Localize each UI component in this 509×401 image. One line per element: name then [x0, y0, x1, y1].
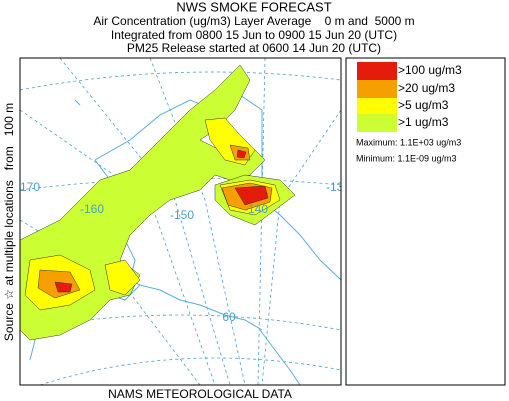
grid-label: -170 [16, 180, 40, 194]
map: -170 -160 -150 -140 -130 60 [16, 58, 350, 385]
grid-label: -160 [80, 202, 104, 216]
grid-label: 60 [222, 310, 236, 324]
subtitle: PM25 Release started at 0600 14 Jun 20 (… [127, 41, 381, 55]
legend-frame [345, 57, 506, 386]
subtitle: Integrated from 0800 15 Jun to 0900 15 J… [111, 28, 397, 42]
legend-swatch [357, 80, 397, 98]
title: NWS SMOKE FORECAST [176, 0, 331, 14]
grid-label: -130 [326, 180, 350, 194]
legend-label: >100 ug/m3 [398, 63, 462, 77]
legend-label: >1 ug/m3 [398, 115, 449, 129]
map-frame [19, 57, 342, 386]
legend-swatch [357, 98, 397, 114]
grid-label: -150 [170, 208, 194, 222]
footer: NAMS METEOROLOGICAL DATA [108, 387, 292, 401]
grid-label: -140 [244, 202, 268, 216]
legend-swatch [357, 114, 397, 132]
legend-maximum: Maximum: 1.1E+03 ug/m3 [356, 137, 461, 147]
legend-label: >20 ug/m3 [398, 81, 455, 95]
legend-swatch [357, 62, 397, 80]
side-label: Source ☆ at multiple locations from 100 … [2, 103, 16, 341]
legend-minimum: Minimum: 1.1E-09 ug/m3 [356, 153, 457, 163]
legend-label: >5 ug/m3 [398, 98, 449, 112]
subtitle: Air Concentration (ug/m3) Layer Average … [93, 14, 414, 28]
